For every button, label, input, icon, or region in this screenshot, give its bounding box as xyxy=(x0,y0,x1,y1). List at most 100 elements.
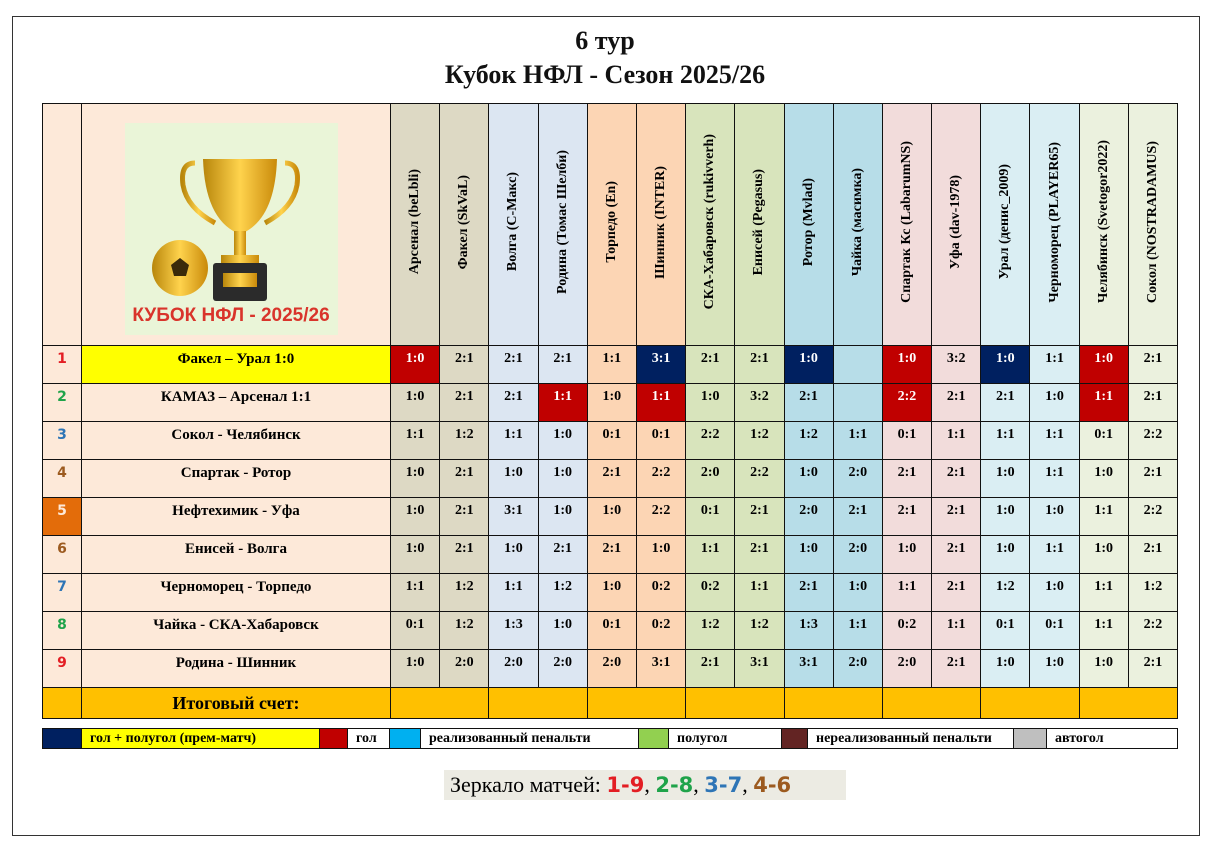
prediction-cell: 1:0 xyxy=(537,459,588,498)
prediction-cell: 0:1 xyxy=(980,611,1031,650)
match-name: Енисей - Волга xyxy=(81,535,391,574)
total-label: Итоговый счет: xyxy=(81,687,391,719)
column-header: СКА-Хабаровск (rukivverh) xyxy=(685,103,736,346)
prediction-cell: 1:1 xyxy=(832,421,883,460)
column-header: Черноморец (PLAYER65) xyxy=(1029,103,1080,346)
prediction-cell: 2:2 xyxy=(635,497,687,536)
mirror-pair: 4-6 xyxy=(753,773,792,797)
prediction-cell: 2:1 xyxy=(931,383,982,422)
prediction-cell: 2:2 xyxy=(1127,421,1179,460)
column-header: Арсенал (beLbli) xyxy=(389,103,441,346)
prediction-cell: 1:0 xyxy=(1078,649,1129,688)
prediction-cell: 0:2 xyxy=(685,573,736,612)
column-header-label: Спартак Кс (LabarumNS) xyxy=(898,141,914,303)
prediction-cell: 2:1 xyxy=(931,535,982,574)
prediction-cell: 2:0 xyxy=(832,535,883,574)
legend-label: гол + полугол (прем-матч) xyxy=(81,728,320,749)
legend-swatch xyxy=(781,728,808,749)
prediction-cell: 1:1 xyxy=(832,611,883,650)
table-row: 6 Енисей - Волга 1:0 2:1 1:0 2:1 2:1 1:0 1:1 2:1 1… xyxy=(42,535,1179,574)
total-score-cell xyxy=(783,687,883,719)
prediction-cell: 1:0 xyxy=(389,345,441,384)
table-row: 2 КАМАЗ – Арсенал 1:1 1:0 2:1 2:1 1:1 1:0 1:1 1:… xyxy=(42,383,1179,422)
column-header: Енисей (Pegasus) xyxy=(734,103,785,346)
column-header: Чайка (масимка) xyxy=(832,103,883,346)
prediction-cell: 2:0 xyxy=(439,649,490,688)
prediction-cell: 0:1 xyxy=(685,497,736,536)
table-row: 8 Чайка - СКА-Хабаровск 0:1 1:2 1:3 1:0 0:1 0:2… xyxy=(42,611,1179,650)
prediction-cell: 1:0 xyxy=(783,459,834,498)
legend-swatch xyxy=(1013,728,1047,749)
legend-label: реализованный пенальти xyxy=(420,728,639,749)
column-header: Сокол (NOSTRADAMUS) xyxy=(1127,103,1179,346)
prediction-cell: 1:0 xyxy=(537,497,588,536)
prediction-cell: 1:0 xyxy=(783,535,834,574)
prediction-cell: 1:0 xyxy=(980,459,1031,498)
column-header-label: Ротор (Mvlad) xyxy=(800,177,816,267)
prediction-cell: 0:1 xyxy=(586,611,637,650)
prediction-cell: 2:1 xyxy=(783,573,834,612)
match-number: 4 xyxy=(42,459,82,498)
prediction-cell: 1:0 xyxy=(1029,383,1080,422)
match-name: КАМАЗ – Арсенал 1:1 xyxy=(81,383,391,422)
separator: , xyxy=(742,772,754,797)
prediction-cell: 1:0 xyxy=(389,649,441,688)
prediction-cell: 2:1 xyxy=(685,649,736,688)
prediction-cell: 1:0 xyxy=(389,535,441,574)
prediction-cell: 1:0 xyxy=(537,421,588,460)
prediction-cell: 1:0 xyxy=(586,383,637,422)
prediction-cell: 1:1 xyxy=(980,421,1031,460)
total-row: Итоговый счет: xyxy=(42,687,1179,719)
prediction-cell: 1:1 xyxy=(586,345,637,384)
match-number: 6 xyxy=(42,535,82,574)
logo-text: КУБОК НФЛ - 2025/26 xyxy=(132,305,329,326)
prediction-cell: 1:0 xyxy=(783,345,834,384)
total-score-cell xyxy=(488,687,588,719)
prediction-cell: 1:0 xyxy=(1029,649,1080,688)
prediction-cell: 1:1 xyxy=(1078,611,1129,650)
prediction-cell xyxy=(832,345,883,384)
prediction-cell: 1:1 xyxy=(1029,459,1080,498)
mirror-label: Зеркало матчей: xyxy=(450,772,607,797)
prediction-cell: 2:1 xyxy=(881,459,933,498)
prediction-cell: 1:1 xyxy=(1029,345,1080,384)
prediction-cell: 2:1 xyxy=(1127,345,1179,384)
prediction-cell: 2:0 xyxy=(586,649,637,688)
legend-swatch xyxy=(389,728,421,749)
prediction-cell: 2:2 xyxy=(881,383,933,422)
column-header-label: Арсенал (beLbli) xyxy=(407,169,423,275)
column-header: Родина (Томас Шелби) xyxy=(537,103,588,346)
column-header: Торпедо (En) xyxy=(586,103,637,346)
prediction-cell: 1:1 xyxy=(734,573,785,612)
column-header-label: Чайка (масимка) xyxy=(849,167,865,277)
prediction-cell: 1:0 xyxy=(980,497,1031,536)
prediction-cell: 2:1 xyxy=(488,345,539,384)
match-name: Черноморец - Торпедо xyxy=(81,573,391,612)
prediction-cell: 1:2 xyxy=(734,611,785,650)
prediction-cell: 1:1 xyxy=(389,573,441,612)
prediction-cell: 0:1 xyxy=(1078,421,1129,460)
prediction-cell: 3:1 xyxy=(635,649,687,688)
header-num-cell xyxy=(42,103,82,346)
prediction-cell: 1:1 xyxy=(635,383,687,422)
mirror-pair: 1-9 xyxy=(606,773,645,797)
results-table: Арсенал (beLbli) Факел (SkVaL) Волга (С-Ма… xyxy=(42,103,1179,719)
prediction-cell: 3:1 xyxy=(488,497,539,536)
prediction-cell xyxy=(832,383,883,422)
legend-label: автогол xyxy=(1046,728,1178,749)
prediction-cell: 2:1 xyxy=(734,535,785,574)
prediction-cell: 1:2 xyxy=(980,573,1031,612)
table-row: 9 Родина - Шинник 1:0 2:0 2:0 2:0 2:0 3:1 2:1 3:1… xyxy=(42,649,1179,688)
prediction-cell: 1:2 xyxy=(1127,573,1179,612)
prediction-cell: 0:1 xyxy=(635,421,687,460)
column-header: Уфа (dav-1978) xyxy=(931,103,982,346)
prediction-cell: 3:1 xyxy=(635,345,687,384)
prediction-cell: 0:2 xyxy=(635,573,687,612)
prediction-cell: 1:1 xyxy=(685,535,736,574)
prediction-cell: 1:3 xyxy=(783,611,834,650)
match-name: Родина - Шинник xyxy=(81,649,391,688)
prediction-cell: 1:2 xyxy=(537,573,588,612)
prediction-cell: 2:1 xyxy=(734,497,785,536)
legend-label: полугол xyxy=(668,728,782,749)
total-score-cell xyxy=(980,687,1080,719)
